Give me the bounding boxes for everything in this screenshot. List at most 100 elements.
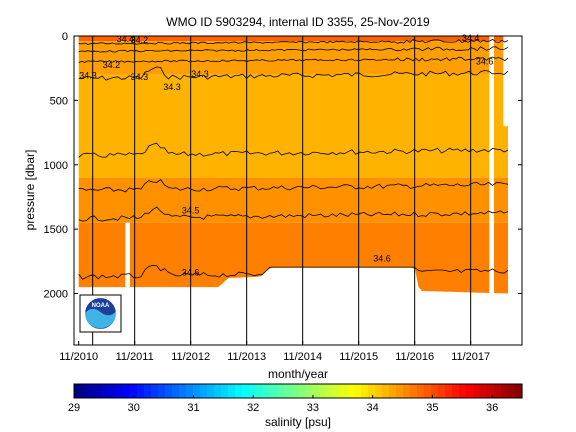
colorbar-cell: [424, 384, 432, 398]
x-tick-label: 11/2016: [395, 351, 434, 363]
noaa-logo-text: NOAA: [92, 303, 110, 309]
colorbar-tick-label: 35: [426, 402, 438, 414]
y-axis-label: pressure [dbar]: [23, 150, 37, 231]
colorbar-cell: [340, 384, 348, 398]
x-tick-label: 11/2012: [171, 351, 210, 363]
colorbar-cell: [144, 384, 152, 398]
data-gap-1: [489, 36, 494, 294]
contour-labels: 34.434.334.234.3 34.334.534.634.634.434.2…: [79, 33, 493, 277]
colorbar-cell: [158, 384, 166, 398]
contour-34.6-4: [78, 264, 509, 280]
colorbar-cell: [186, 384, 194, 398]
colorbar-tick-label: 30: [128, 402, 140, 414]
colorbar-cell: [151, 384, 159, 398]
colorbar-cell: [305, 384, 313, 398]
colorbar-label: salinity [psu]: [265, 415, 331, 429]
chart-title: WMO ID 5903294, internal ID 3355, 25-Nov…: [166, 15, 430, 29]
contour-34.5-2: [78, 179, 509, 193]
colorbar-tick-label: 33: [307, 402, 319, 414]
colorbar-cell: [109, 384, 117, 398]
x-tick-label: 11/2013: [227, 351, 266, 363]
data-gaps: [125, 36, 508, 294]
colorbar-tick-label: 32: [247, 402, 259, 414]
colorbar-cell: [298, 384, 306, 398]
colorbar-cell: [291, 384, 299, 398]
colorbar-cell: [249, 384, 257, 398]
colorbar-cell: [459, 384, 467, 398]
salinity-layer-4: [78, 222, 508, 294]
contour-label: 34.3: [163, 82, 181, 92]
contour-34.3-0: [78, 66, 509, 81]
contour-label: 34.6: [476, 56, 494, 66]
colorbar-cell: [130, 384, 138, 398]
x-tick-label: 11/2011: [116, 351, 154, 363]
colorbar-cell: [284, 384, 292, 398]
contour-label: 34.3: [191, 69, 209, 79]
colorbar: 29 30 31 32 33 34 35 36: [68, 383, 523, 414]
contour-label: 34.5: [182, 206, 200, 216]
contour-surface-2: [78, 56, 509, 63]
contour-label: 34.4: [117, 34, 135, 44]
colorbar-cell: [200, 384, 208, 398]
colorbar-cell: [361, 384, 369, 398]
contour-surface-1: [78, 46, 509, 53]
colorbar-cell: [312, 384, 320, 398]
colorbar-cell: [74, 384, 82, 398]
colorbar-cell: [508, 384, 516, 398]
y-tick-label: 2000: [44, 289, 68, 301]
colorbar-cell: [368, 384, 376, 398]
contour-label: 34.2: [103, 60, 121, 70]
colorbar-cell: [137, 384, 145, 398]
colorbar-cell: [354, 384, 362, 398]
y-tick-label: 1500: [44, 224, 68, 236]
colorbar-cell: [256, 384, 264, 398]
contour-label: 34.2: [131, 35, 149, 45]
colorbar-cell: [326, 384, 334, 398]
contour-label: 34.3: [131, 72, 149, 82]
y-tick-label: 1000: [44, 160, 68, 172]
contour-surface-0: [78, 38, 509, 45]
colorbar-cell: [95, 384, 103, 398]
contour-34.4-1: [78, 142, 509, 158]
data-gap-0: [125, 222, 130, 288]
colorbar-cell: [501, 384, 509, 398]
colorbar-cell: [319, 384, 327, 398]
noaa-logo-icon: NOAA: [79, 294, 122, 333]
salinity-layer-2: [78, 74, 508, 178]
x-tick-label: 11/2010: [59, 351, 98, 363]
colorbar-cell: [235, 384, 243, 398]
colorbar-cell: [389, 384, 397, 398]
colorbar-cell: [221, 384, 229, 398]
colorbar-cell: [277, 384, 285, 398]
colorbar-cell: [270, 384, 278, 398]
colorbar-cell: [214, 384, 222, 398]
colorbar-tick-label: 36: [486, 402, 498, 414]
salinity-contours: [78, 38, 509, 280]
colorbar-cell: [375, 384, 383, 398]
salinity-layer-3: [78, 177, 508, 223]
colorbar-cell: [515, 384, 523, 398]
colorbar-cell: [480, 384, 488, 398]
colorbar-cell: [207, 384, 215, 398]
colorbar-cell: [179, 384, 187, 398]
colorbar-cell: [116, 384, 124, 398]
colorbar-cell: [263, 384, 271, 398]
x-tick-label: 11/2014: [283, 351, 322, 363]
colorbar-cell: [165, 384, 173, 398]
colorbar-cell: [382, 384, 390, 398]
y-axis: 0 500 1000 1500 2000: [44, 31, 522, 301]
colorbar-cell: [228, 384, 236, 398]
contour-label: 34.4: [462, 33, 480, 43]
y-tick-label: 0: [62, 31, 68, 43]
colorbar-cell: [487, 384, 495, 398]
salinity-field: [78, 36, 508, 294]
colorbar-cell: [193, 384, 201, 398]
colorbar-tick-label: 31: [187, 402, 199, 414]
colorbar-tick-label: 34: [367, 402, 379, 414]
colorbar-cell: [347, 384, 355, 398]
contour-label: 34.6: [182, 267, 200, 277]
colorbar-cell: [333, 384, 341, 398]
colorbar-tick-label: 29: [68, 402, 80, 414]
y-tick-label: 500: [50, 95, 68, 107]
